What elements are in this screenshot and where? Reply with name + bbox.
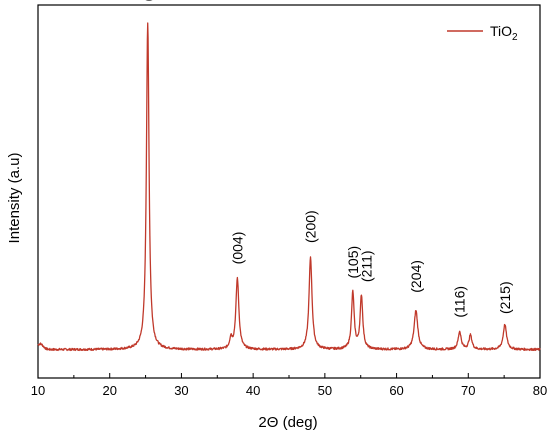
- x-axis-title: 2Θ (deg): [258, 414, 317, 431]
- plot-frame: [37, 4, 541, 379]
- legend-label-subscript: 2: [512, 32, 518, 43]
- x-tick-label-10: 10: [31, 383, 45, 398]
- series-line-0: [37, 22, 541, 352]
- axis-layer: 10 20 30 40 50 60 70 80: [31, 373, 547, 398]
- x-tick-label-20: 20: [102, 383, 116, 398]
- x-tick-label-40: 40: [246, 383, 260, 398]
- peak-label-105: (105): [345, 246, 361, 279]
- peak-label-200: (200): [303, 210, 319, 243]
- series-layer: [37, 22, 541, 352]
- x-tick-label-80: 80: [533, 383, 547, 398]
- legend-label-tio2: TiO2: [490, 23, 518, 43]
- annotation-layer: (101) (004) (200) (105)(211) (204) (116) (215): [140, 0, 513, 318]
- x-tick-label-70: 70: [461, 383, 475, 398]
- peak-label-004: (004): [229, 232, 245, 265]
- x-tick-label-50: 50: [318, 383, 332, 398]
- x-tick-label-60: 60: [389, 383, 403, 398]
- legend: TiO2: [447, 23, 518, 43]
- plot-border: [37, 4, 541, 379]
- peak-label-116: (116): [452, 286, 468, 318]
- peak-label-204: (204): [408, 260, 424, 293]
- legend-label-main: TiO: [490, 23, 512, 39]
- peak-label-101: (101): [140, 0, 156, 1]
- peak-label-211: (211): [358, 250, 374, 282]
- x-tick-label-30: 30: [174, 383, 188, 398]
- peak-label-215: (215): [497, 281, 513, 314]
- y-axis-title: Intensity (a.u): [6, 153, 23, 244]
